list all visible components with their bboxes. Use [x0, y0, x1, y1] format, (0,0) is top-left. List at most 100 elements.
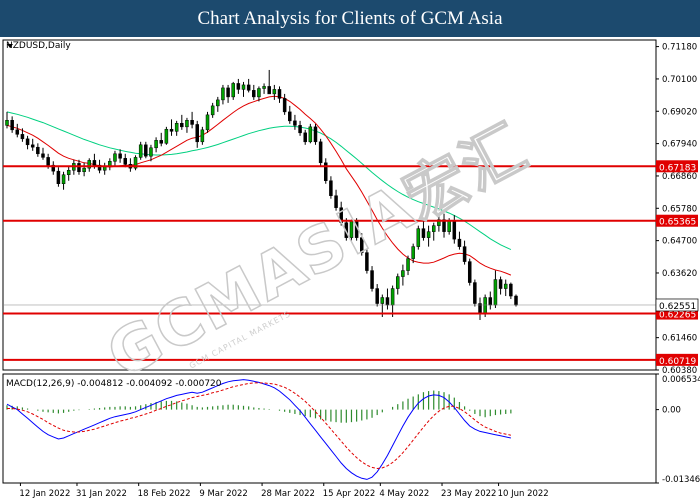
chart-title: Chart Analysis for Clients of GCM Asia — [197, 8, 503, 29]
candle — [318, 141, 323, 164]
candle — [426, 231, 431, 238]
x-tick-label: 4 May 2022 — [379, 489, 429, 499]
candle — [473, 282, 477, 304]
y-tick-label: 0.63620 — [662, 269, 697, 279]
candle — [298, 125, 302, 134]
candle — [437, 219, 441, 226]
ma-green-line — [6, 111, 512, 251]
x-tick-label: 10 Jun 2022 — [498, 489, 549, 499]
candle — [257, 88, 261, 98]
symbol-dropdown-icon — [7, 44, 13, 48]
candle — [303, 132, 307, 143]
candle — [416, 228, 421, 247]
candle — [365, 252, 369, 271]
level-label-bg — [656, 214, 698, 227]
candle — [123, 158, 128, 165]
candle — [56, 170, 61, 184]
candle — [288, 111, 292, 122]
candle — [503, 283, 508, 289]
y-tick-label: 0.66860 — [662, 172, 697, 182]
candle — [144, 144, 148, 157]
candle — [97, 164, 102, 171]
macd-y-tick-label: 0.006534 — [662, 375, 700, 385]
candle — [421, 228, 426, 238]
candle — [113, 153, 117, 162]
candle — [262, 86, 266, 89]
candle — [267, 86, 271, 95]
candle — [313, 126, 318, 143]
candle — [514, 295, 518, 306]
candle — [216, 99, 220, 107]
candle — [329, 180, 333, 196]
macd-line — [6, 379, 512, 480]
candle — [462, 246, 467, 262]
candle — [334, 195, 338, 208]
candle — [205, 114, 210, 131]
y-tick-label: 0.70100 — [662, 75, 697, 85]
candle — [210, 105, 215, 116]
candle — [272, 89, 277, 95]
candle — [180, 122, 184, 128]
macd-label: MACD(12,26,9) -0.004812 -0.004092 -0.000… — [6, 379, 222, 389]
x-tick-label: 12 Jan 2022 — [19, 489, 70, 499]
x-tick-label: 23 May 2022 — [441, 489, 496, 499]
current-price-label: 0.62551 — [659, 302, 696, 312]
macd-y-tick-label: 0.00 — [662, 406, 681, 416]
candle — [164, 128, 169, 144]
candle — [185, 120, 189, 128]
y-tick-label: 0.61460 — [662, 334, 697, 344]
level-label-bg — [656, 160, 698, 173]
candle — [380, 297, 385, 304]
candle — [51, 164, 56, 172]
candle — [200, 129, 205, 143]
chart-title-banner: Chart Analysis for Clients of GCM Asia — [0, 0, 700, 37]
macd-y-tick-label: -0.013464 — [662, 475, 700, 485]
y-tick-label: 0.67940 — [662, 140, 697, 150]
candle — [118, 153, 122, 159]
candle — [36, 146, 40, 155]
candle — [226, 87, 230, 98]
level-label: 0.65365 — [659, 218, 696, 228]
candle — [498, 279, 503, 289]
candle — [406, 258, 410, 271]
y-tick-label: 0.71180 — [662, 43, 697, 53]
candle — [241, 84, 246, 90]
candle — [92, 160, 97, 166]
candle — [442, 219, 446, 232]
candle — [385, 297, 390, 306]
candle — [190, 120, 194, 125]
candle — [25, 138, 30, 146]
macd-pane-frame — [2, 373, 657, 484]
y-tick-label: 0.64700 — [662, 237, 697, 247]
candle — [20, 134, 25, 140]
current-price-label-bg — [655, 298, 699, 312]
y-tick-label: 0.60380 — [662, 366, 697, 376]
candlestick-chart: 0.67183 0.65365 0.62265 0.60719 0.62551 0.71… — [2, 39, 700, 499]
candle — [231, 83, 235, 98]
candle — [41, 153, 45, 158]
candle — [282, 98, 287, 113]
level-label-bg — [656, 353, 698, 366]
candle — [10, 120, 14, 131]
candle — [252, 90, 256, 98]
symbol-label: NZDUSD,Daily — [6, 41, 71, 51]
candle — [174, 122, 179, 132]
candle — [395, 276, 400, 289]
candle — [509, 283, 513, 297]
level-label: 0.67183 — [659, 163, 696, 173]
candle — [339, 207, 343, 223]
candle — [61, 174, 66, 184]
candle — [15, 129, 20, 135]
candle — [375, 288, 379, 304]
candle — [467, 261, 472, 283]
candle — [46, 157, 50, 166]
price-pane-frame — [2, 39, 657, 371]
candle — [236, 83, 241, 90]
candle — [133, 157, 138, 169]
candle — [87, 160, 92, 169]
candle — [431, 225, 436, 232]
candle — [159, 140, 163, 144]
candle — [390, 288, 395, 306]
candle — [77, 163, 81, 173]
level-label: 0.60719 — [659, 357, 696, 367]
